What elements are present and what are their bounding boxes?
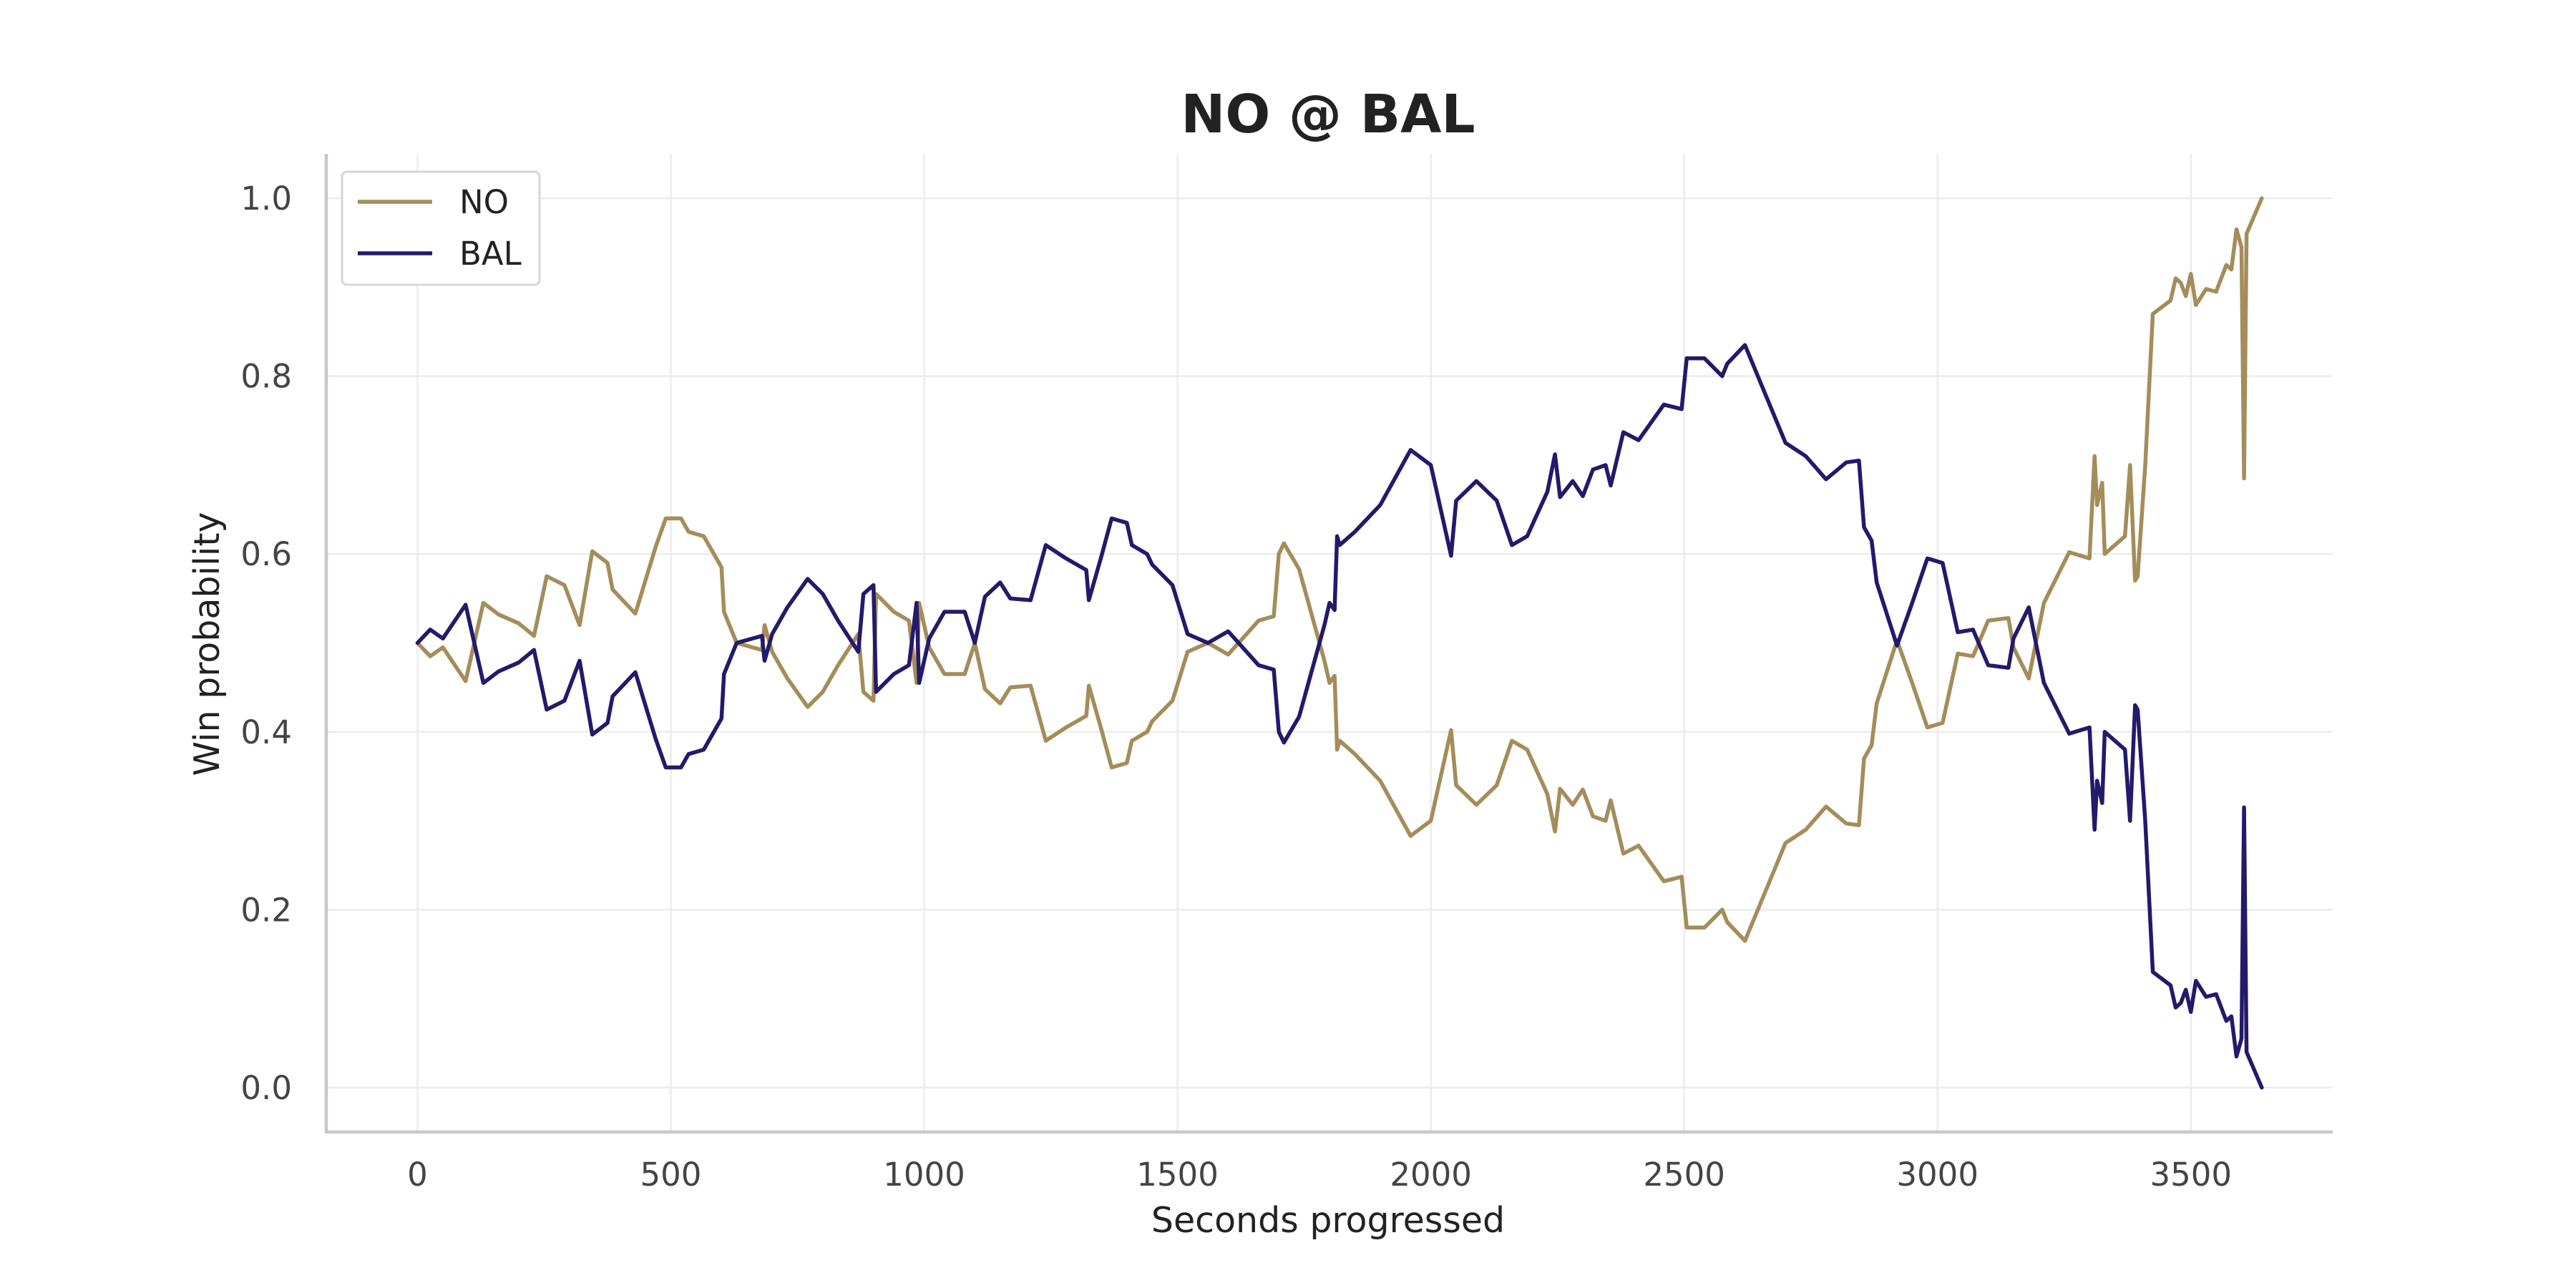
y-tick-label: 0.2 <box>240 891 292 929</box>
grid <box>326 154 2333 1132</box>
chart-title: NO @ BAL <box>1181 84 1475 145</box>
legend-label-bal: BAL <box>459 235 522 273</box>
series-line-bal <box>415 343 2264 1090</box>
tick-labels: 0 500 1000 1500 2000 2500 3000 3500 0.0 0.2 0.4 0.6… <box>240 180 2232 1194</box>
y-tick-label: 0.8 <box>240 358 292 396</box>
series <box>415 196 2264 1090</box>
x-tick-label: 2000 <box>1390 1156 1472 1194</box>
y-tick-label: 0.6 <box>240 535 292 573</box>
x-tick-label: 1000 <box>883 1156 965 1194</box>
y-tick-label: 1.0 <box>240 180 292 218</box>
x-tick-label: 2500 <box>1643 1156 1725 1194</box>
x-axis-title: Seconds progressed <box>1151 1200 1505 1241</box>
y-tick-label: 0.0 <box>240 1069 292 1107</box>
series-line-no <box>415 196 2264 943</box>
axes <box>324 154 2333 1134</box>
x-tick-label: 3000 <box>1896 1156 1979 1194</box>
y-tick-label: 0.4 <box>240 713 292 751</box>
x-tick-label: 1500 <box>1136 1156 1219 1194</box>
x-tick-label: 0 <box>407 1156 428 1194</box>
y-axis-title: Win probability <box>187 512 228 776</box>
legend: NO BAL <box>341 170 541 286</box>
x-tick-label: 500 <box>640 1156 702 1194</box>
legend-label-no: NO <box>459 183 509 221</box>
x-tick-label: 3500 <box>2150 1156 2232 1194</box>
